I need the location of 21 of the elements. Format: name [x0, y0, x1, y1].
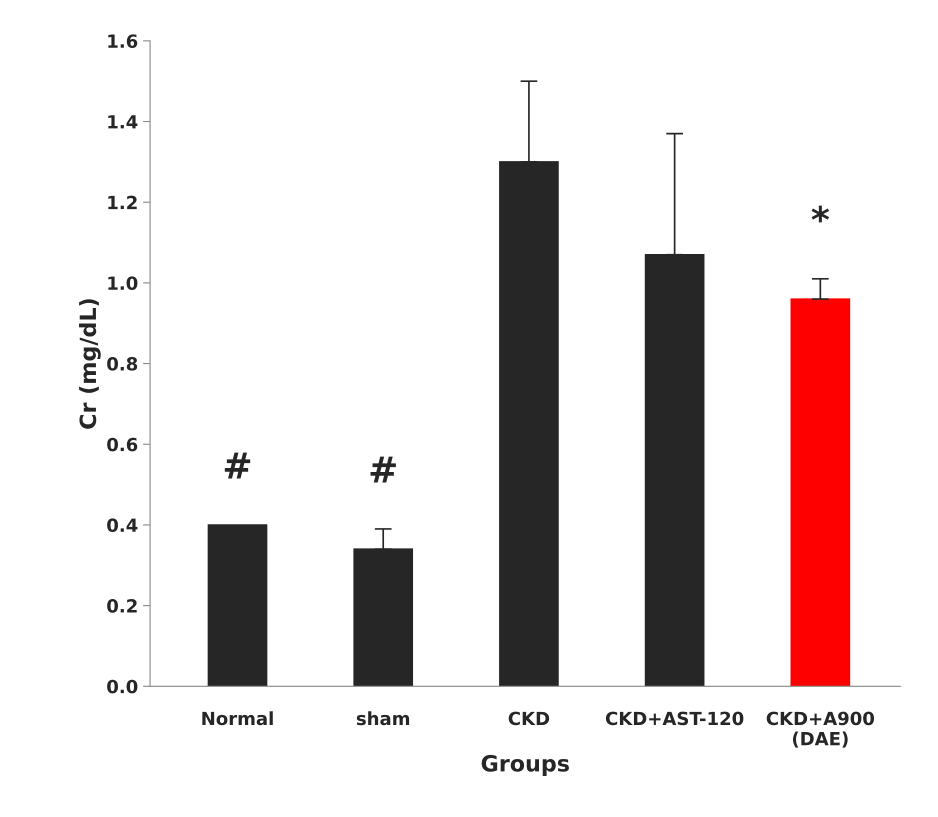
x-tick-label: sham [356, 711, 410, 726]
y-axis-title: Cr (mg/dL) [79, 299, 101, 429]
y-tick-label: 0.2 [107, 599, 137, 613]
annotation: # [224, 452, 250, 479]
bar [790, 298, 850, 686]
y-tick-label: 0.6 [107, 438, 138, 452]
annotation: * [812, 206, 830, 222]
x-tick-label: Normal [202, 711, 273, 726]
y-tick-label: 1.2 [108, 196, 137, 210]
y-tick-label: 1.0 [108, 276, 138, 290]
y-tick-label: 0.0 [107, 680, 138, 694]
y-tick-label: 1.6 [108, 34, 138, 48]
y-tick-label: 0.8 [107, 357, 138, 371]
y-tick-label: 1.4 [108, 115, 138, 128]
bar [208, 524, 268, 686]
x-tick-label: CKD+A900 (DAE) [766, 712, 874, 748]
x-axis-title: Groups [482, 754, 569, 776]
y-tick-label: 0.4 [107, 518, 138, 532]
x-tick-label: CKD+AST-120 [606, 712, 744, 726]
x-tick-label: CKD [508, 712, 550, 726]
annotation: # [370, 456, 396, 483]
